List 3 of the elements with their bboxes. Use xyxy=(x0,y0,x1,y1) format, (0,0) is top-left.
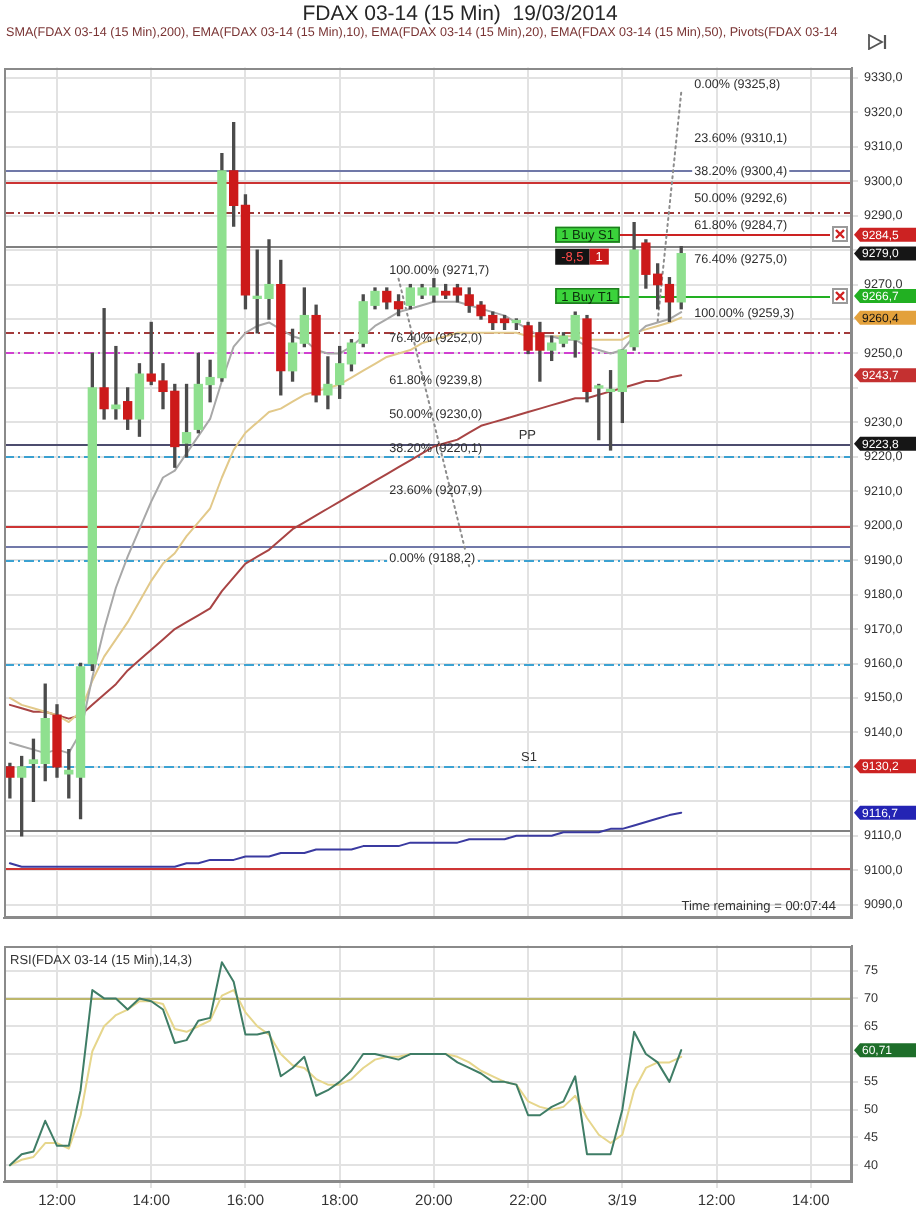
candlestick xyxy=(99,308,109,420)
candlestick xyxy=(111,345,121,420)
chart-title: FDAX 03-14 (15 Min) 19/03/2014 xyxy=(300,2,620,26)
